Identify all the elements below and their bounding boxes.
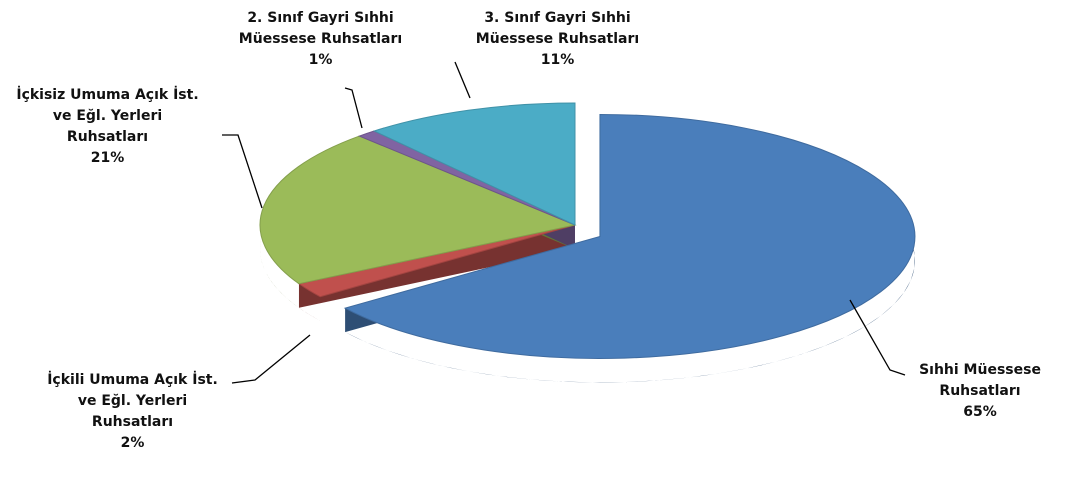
label-value: 21% <box>90 150 125 166</box>
leader-line <box>344 87 363 129</box>
label-name: İçkisiz Umuma Açık İst. ve Eğl. Yerleri … <box>16 87 199 145</box>
slice <box>259 135 577 285</box>
slice-side <box>298 225 575 321</box>
leader-line <box>222 134 263 209</box>
slice <box>343 113 916 359</box>
label-name: Sıhhi Müessese Ruhsatları <box>919 362 1041 399</box>
label-name: İçkili Umuma Açık İst. ve Eğl. Yerleri R… <box>47 372 218 430</box>
slice-label: Sıhhi Müessese Ruhsatları 65% <box>905 360 1055 423</box>
label-value: 65% <box>963 404 997 420</box>
label-value: 1% <box>308 52 333 68</box>
label-value: 2% <box>120 435 145 451</box>
label-name: 3. Sınıf Gayri Sıhhi Müessese Ruhsatları <box>475 10 640 47</box>
leader-line <box>231 334 311 384</box>
label-value: 11% <box>540 52 575 68</box>
leader-line <box>849 299 906 376</box>
slice <box>372 102 576 226</box>
slice-label: 3. Sınıf Gayri Sıhhi Müessese Ruhsatları… <box>465 8 650 71</box>
slice-label: İçkili Umuma Açık İst. ve Eğl. Yerleri R… <box>40 370 225 454</box>
slice-label: İçkisiz Umuma Açık İst. ve Eğl. Yerleri … <box>15 85 200 169</box>
label-name: 2. Sınıf Gayri Sıhhi Müessese Ruhsatları <box>238 10 403 47</box>
leader-line <box>454 61 471 99</box>
slice-label: 2. Sınıf Gayri Sıhhi Müessese Ruhsatları… <box>228 8 413 71</box>
